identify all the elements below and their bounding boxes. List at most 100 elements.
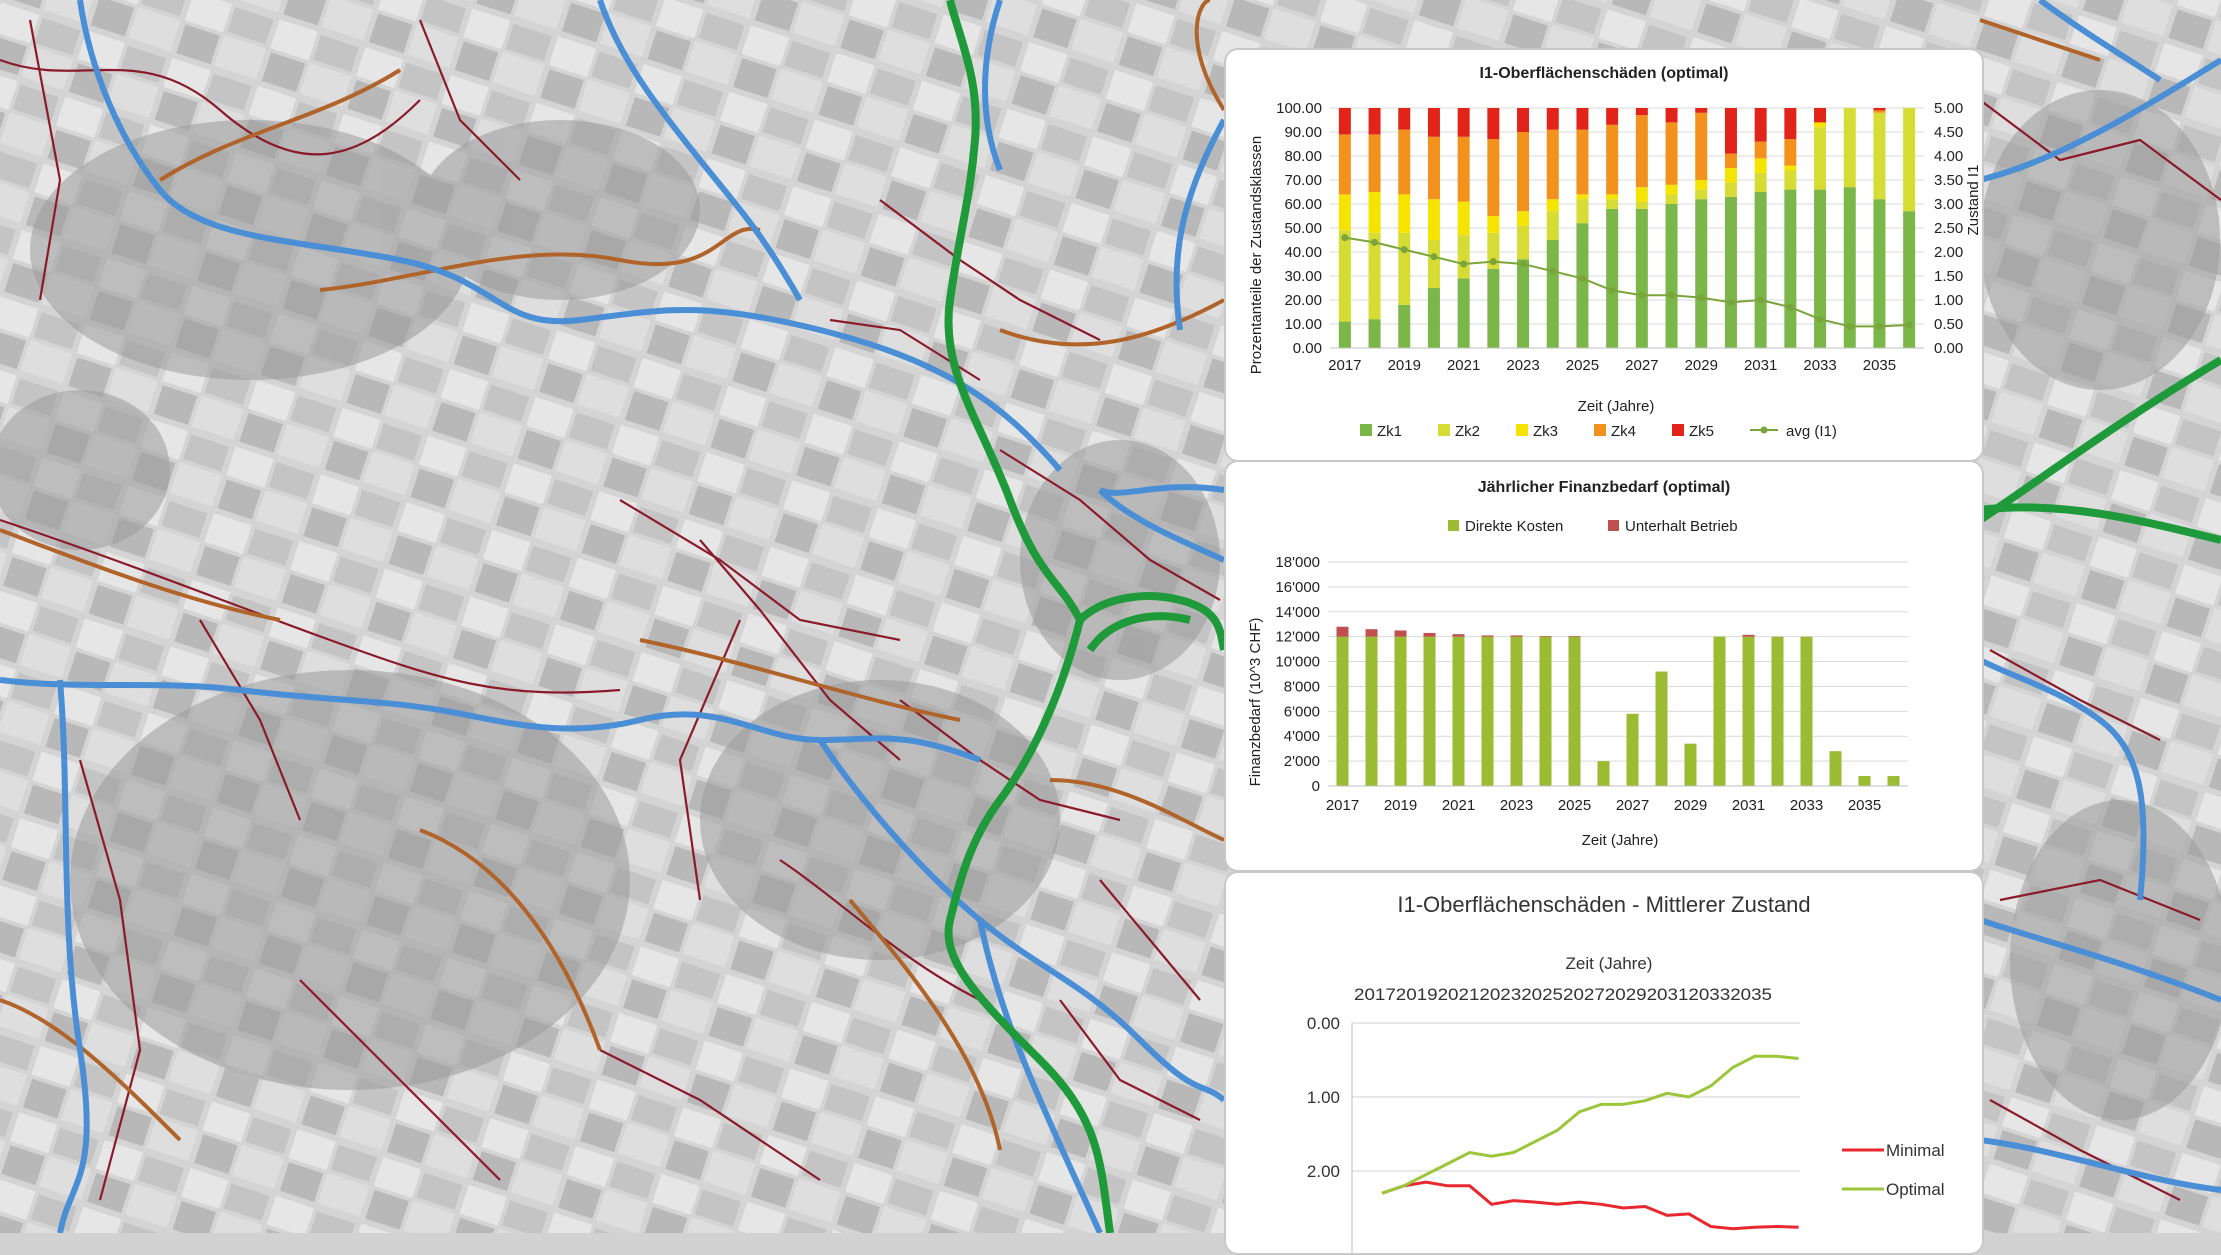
bar-zk1	[1487, 268, 1500, 348]
legend-swatch-direkte	[1448, 520, 1459, 531]
series-lines	[1381, 1054, 1799, 1231]
bar-zk3	[1814, 122, 1827, 128]
y2-tick-label: 2.00	[1934, 244, 1963, 261]
bar-zk1	[1814, 189, 1827, 348]
y-tick-label: 18'000	[1275, 554, 1320, 571]
bar-zk1	[1635, 208, 1648, 348]
bar-zk1	[1427, 288, 1440, 348]
bar-zk5	[1368, 108, 1381, 135]
y-tick-label: 4'000	[1284, 728, 1320, 745]
y-tick-label: 0.00	[1307, 1014, 1340, 1033]
bar-zk2	[1903, 108, 1916, 212]
bar-zk1	[1546, 240, 1559, 348]
bar-zk2	[1873, 112, 1886, 200]
bar-zk1	[1873, 199, 1886, 348]
bar-unterhalt-betrieb	[1336, 626, 1349, 637]
y-tick-label: 1.00	[1307, 1088, 1340, 1107]
y-axis-label: Finanzbedarf (10^3 CHF)	[1247, 618, 1264, 787]
stacked-bars	[1336, 626, 1900, 786]
x-tick-label: 2019	[1384, 797, 1417, 814]
legend-label: Minimal	[1886, 1141, 1945, 1160]
motorways	[944, 0, 2221, 1233]
bar-zk5	[1665, 108, 1678, 123]
bar-direkte-kosten	[1800, 636, 1813, 786]
x-tick-label: 2031	[1744, 357, 1777, 374]
bar-direkte-kosten	[1742, 636, 1755, 786]
y-axis-label: ustand	[1253, 1252, 1272, 1253]
y-axis-ticks: 0.00 1.00 2.00	[1307, 1014, 1340, 1181]
bar-zk3	[1784, 165, 1797, 171]
bar-unterhalt-betrieb	[1452, 634, 1465, 637]
y2-tick-label: 4.00	[1934, 148, 1963, 165]
avg-point	[1638, 291, 1646, 299]
bar-zk2	[1546, 211, 1559, 240]
y-tick-label: 12'000	[1275, 629, 1320, 646]
avg-point	[1430, 253, 1438, 261]
legend-label: avg (I1)	[1786, 423, 1837, 440]
secondary-y-axis-label: Zustand I1	[1965, 165, 1982, 236]
bar-unterhalt-betrieb	[1481, 635, 1494, 637]
legend-swatch-zk5	[1672, 424, 1684, 436]
bar-direkte-kosten	[1365, 636, 1378, 786]
avg-line-path	[1344, 236, 1910, 328]
avg-point	[1489, 258, 1497, 266]
legend-label: Zk5	[1689, 423, 1714, 440]
bar-zk5	[1427, 108, 1440, 137]
x-axis-label: Zeit (Jahre)	[1582, 832, 1659, 849]
bar-direkte-kosten	[1597, 761, 1610, 786]
y-tick-label: 2'000	[1284, 753, 1320, 770]
gridlines	[1328, 561, 1908, 787]
avg-point	[1608, 286, 1616, 294]
avg-point	[1875, 322, 1883, 330]
bar-direkte-kosten	[1887, 776, 1900, 786]
bar-zk3	[1368, 192, 1381, 233]
legend: Zk1 Zk2 Zk3 Zk4 Zk5 avg (I1)	[1360, 423, 1837, 440]
bar-zk4	[1606, 124, 1619, 195]
bar-direkte-kosten	[1423, 636, 1436, 786]
y-axis-ticks: 18'000 16'000 14'000 12'000 10'000 8'000 6'000…	[1275, 554, 1320, 795]
y-tick-label: 10.00	[1284, 316, 1322, 333]
bar-zk1	[1457, 278, 1470, 348]
legend-label: Unterhalt Betrieb	[1625, 518, 1738, 535]
y-tick-label: 20.00	[1284, 292, 1322, 309]
x-tick-label: 2017	[1326, 797, 1359, 814]
x-tick-label: 2025	[1558, 797, 1591, 814]
y2-tick-label: 4.50	[1934, 124, 1963, 141]
bar-zk2	[1517, 225, 1530, 260]
chart-title: I1-Oberflächenschäden (optimal)	[1480, 65, 1729, 82]
y-tick-label: 14'000	[1275, 604, 1320, 621]
x-tick-label: 2031	[1732, 797, 1765, 814]
avg-point	[1341, 234, 1349, 242]
bar-zk1	[1695, 199, 1708, 348]
bar-zk3	[1457, 201, 1470, 236]
y-tick-label: 100.00	[1276, 100, 1322, 117]
mean-condition-chart: I1-Oberflächenschäden - Mittlerer Zustan…	[1253, 892, 1945, 1253]
x-tick-label: 2029	[1685, 357, 1718, 374]
bar-zk2	[1695, 189, 1708, 200]
bar-zk2	[1368, 232, 1381, 320]
x-axis-ticks: 2017201920212023202520272029203120332035	[1354, 985, 1772, 1004]
bar-zk4	[1635, 115, 1648, 188]
y2-tick-label: 2.50	[1934, 220, 1963, 237]
y2-tick-label: 1.50	[1934, 268, 1963, 285]
x-tick-label: 2029	[1674, 797, 1707, 814]
legend: Minimal Optimal	[1842, 1141, 1945, 1199]
bar-zk5	[1546, 108, 1559, 130]
secondary-roads	[0, 0, 2101, 1151]
avg-point	[1727, 298, 1735, 306]
avg-point	[1697, 294, 1705, 302]
bar-unterhalt-betrieb	[1742, 634, 1755, 637]
bar-direkte-kosten	[1452, 636, 1465, 786]
bar-zk4	[1338, 134, 1351, 195]
y-tick-label: 8'000	[1284, 678, 1320, 695]
bar-zk5	[1754, 108, 1767, 142]
bar-zk5	[1814, 108, 1827, 123]
y-axis-ticks: 100.00 90.00 80.00 70.00 60.00 50.00 40.00 30.0…	[1276, 100, 1322, 357]
series-line-optimal	[1381, 1054, 1799, 1195]
x-axis-label: Zeit (Jahre)	[1566, 954, 1653, 973]
y-axis-label: Prozentanteile der Zustandsklassen	[1248, 136, 1265, 374]
bar-zk1	[1368, 319, 1381, 348]
